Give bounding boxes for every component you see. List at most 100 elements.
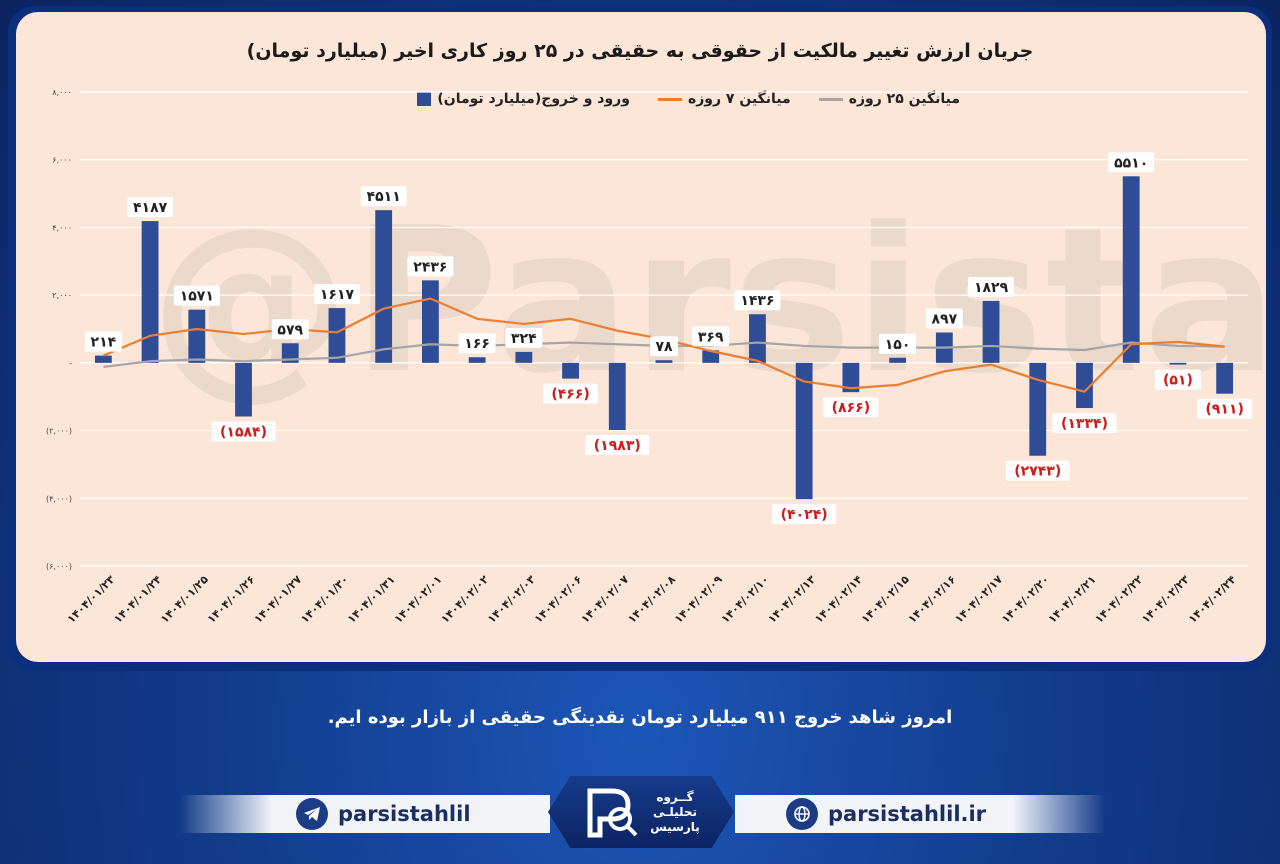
data-label-box [734,290,781,311]
logo-line-3: پارسیس [650,819,700,834]
data-label-box [879,333,917,354]
x-tick-label: ۱۴۰۴/۰۲/۲۱ [1046,573,1099,626]
bar [795,362,813,500]
bar [842,362,860,393]
bar [1169,362,1187,365]
data-label-box [1005,460,1070,481]
data-label: ۱۴۳۶ [740,293,774,309]
x-tick-label: ۱۴۰۴/۰۲/۲۰ [999,573,1052,626]
data-label: ۱۶۱۷ [320,287,355,303]
bar [421,280,439,363]
data-label: ۳۶۹ [698,329,724,345]
data-label: (۱۳۳۴) [1061,416,1108,432]
x-tick-label: ۱۴۰۴/۰۲/۰۶ [532,573,585,626]
data-label-box [360,186,407,207]
bar [1122,176,1140,363]
bar [235,362,252,417]
bar [749,314,766,363]
data-label-box [1108,152,1155,173]
data-label: ۳۲۴ [511,331,537,347]
x-tick-label: ۱۴۰۴/۰۲/۱۴ [812,573,865,626]
legend: ورود و خروج(میلیارد تومان) میانگین ۷ روز… [417,91,960,107]
x-tick-label: ۱۴۰۴/۰۱/۲۴ [111,573,164,626]
chart-title: جریان ارزش تغییر مالکیت از حقوقی به حقیق… [246,40,1034,62]
x-tick-label: ۱۴۰۴/۰۱/۲۶ [205,573,258,626]
legend-label-ma7: میانگین ۷ روزه [687,91,791,107]
x-tick-label: ۱۴۰۴/۰۲/۱۶ [906,573,959,626]
x-tick-label: ۱۴۰۴/۰۱/۲۷ [252,573,305,626]
y-tick-label: - [69,359,72,368]
x-tick-label: ۱۴۰۴/۰۲/۰۸ [625,573,678,626]
telegram-handle: parsistahlil [338,802,471,826]
logo-mark-icon [587,788,638,838]
data-label: ۲۱۴ [91,335,117,351]
data-label-box [585,434,650,455]
website-link[interactable]: parsistahlil.ir [786,797,986,831]
bar [608,362,626,430]
legend-ma7-swatch [657,97,682,101]
data-label-box [692,326,730,347]
data-label: ۵۷۹ [277,322,303,338]
bar [468,357,486,363]
data-label: (۵۱) [1163,373,1193,389]
data-label: ۱۵۰ [885,337,911,353]
y-tick-label: ۴,۰۰۰ [52,223,72,232]
x-tick-label: ۱۴۰۴/۰۱/۳۰ [298,573,351,626]
globe-icon [786,798,818,830]
data-label: (۴۰۲۴) [781,507,828,523]
data-label-box [505,327,543,348]
legend-label-flow: ورود و خروج(میلیارد تومان) [437,91,630,107]
telegram-icon [296,798,328,830]
footer-message: امروز شاهد خروج ۹۱۱ میلیارد تومان نقدینگ… [327,707,953,728]
x-tick-label: ۱۴۰۴/۰۲/۰۳ [485,573,538,626]
data-label: (۱۵۸۴) [220,424,267,440]
telegram-link[interactable]: parsistahlil [296,797,471,831]
bar [1216,362,1234,394]
data-label: ۷۸ [655,339,673,355]
legend-item-ma25: میانگین ۲۵ روزه [818,91,960,107]
x-tick-label: ۱۴۰۴/۰۱/۳۱ [345,573,398,626]
data-label-box [458,333,496,354]
x-tick-label: ۱۴۰۴/۰۲/۱۳ [765,573,818,626]
logo-line-2: تحلیلـی [652,804,698,819]
data-label: (۲۷۴۳) [1014,464,1061,480]
y-tick-label: ۲,۰۰۰ [52,291,72,300]
y-tick-label: (۲,۰۰۰) [46,427,72,436]
brand-logo: گــروه تحلیلـی پارسیس [548,776,734,848]
x-tick-label: ۱۴۰۴/۰۱/۲۵ [158,573,211,626]
legend-item-flow: ورود و خروج(میلیارد تومان) [417,91,630,107]
data-label-box [543,383,599,404]
logo-text: گــروه تحلیلـی پارسیس [650,790,700,835]
bar [328,308,346,363]
bar [889,357,907,363]
legend-ma25-swatch [818,97,843,101]
bar [655,360,673,363]
data-label: ۴۱۸۷ [133,200,168,216]
data-label-box [173,285,220,306]
data-label: (۴۶۶) [551,387,589,403]
logo-line-1: گــروه [656,789,694,804]
data-label-box [407,256,454,277]
data-label: ۸۹۷ [931,311,957,327]
x-tick-label: ۱۴۰۴/۰۲/۰۱ [392,573,445,626]
bar [1076,362,1093,409]
data-label-box [968,276,1015,297]
data-label-box [271,319,309,340]
data-label-box [84,331,122,352]
x-tick-label: ۱۴۰۴/۰۲/۱۵ [859,573,912,626]
x-tick-label: ۱۴۰۴/۰۱/۲۳ [65,573,118,626]
social-band-left [180,795,550,833]
data-label-box [772,504,837,525]
legend-item-ma7: میانگین ۷ روزه [657,91,791,107]
y-tick-label: (۶,۰۰۰) [46,562,72,571]
x-tick-label: ۱۴۰۴/۰۲/۲۲ [1092,573,1145,626]
data-label-box [650,336,678,357]
data-label: ۵۵۱۰ [1114,155,1148,171]
bar [702,350,720,363]
data-label-box [1197,398,1253,419]
bar [515,351,533,363]
x-tick-label: ۱۴۰۴/۰۲/۱۰ [719,573,772,626]
bar [141,221,159,363]
data-label: ۱۶۶ [464,336,490,352]
